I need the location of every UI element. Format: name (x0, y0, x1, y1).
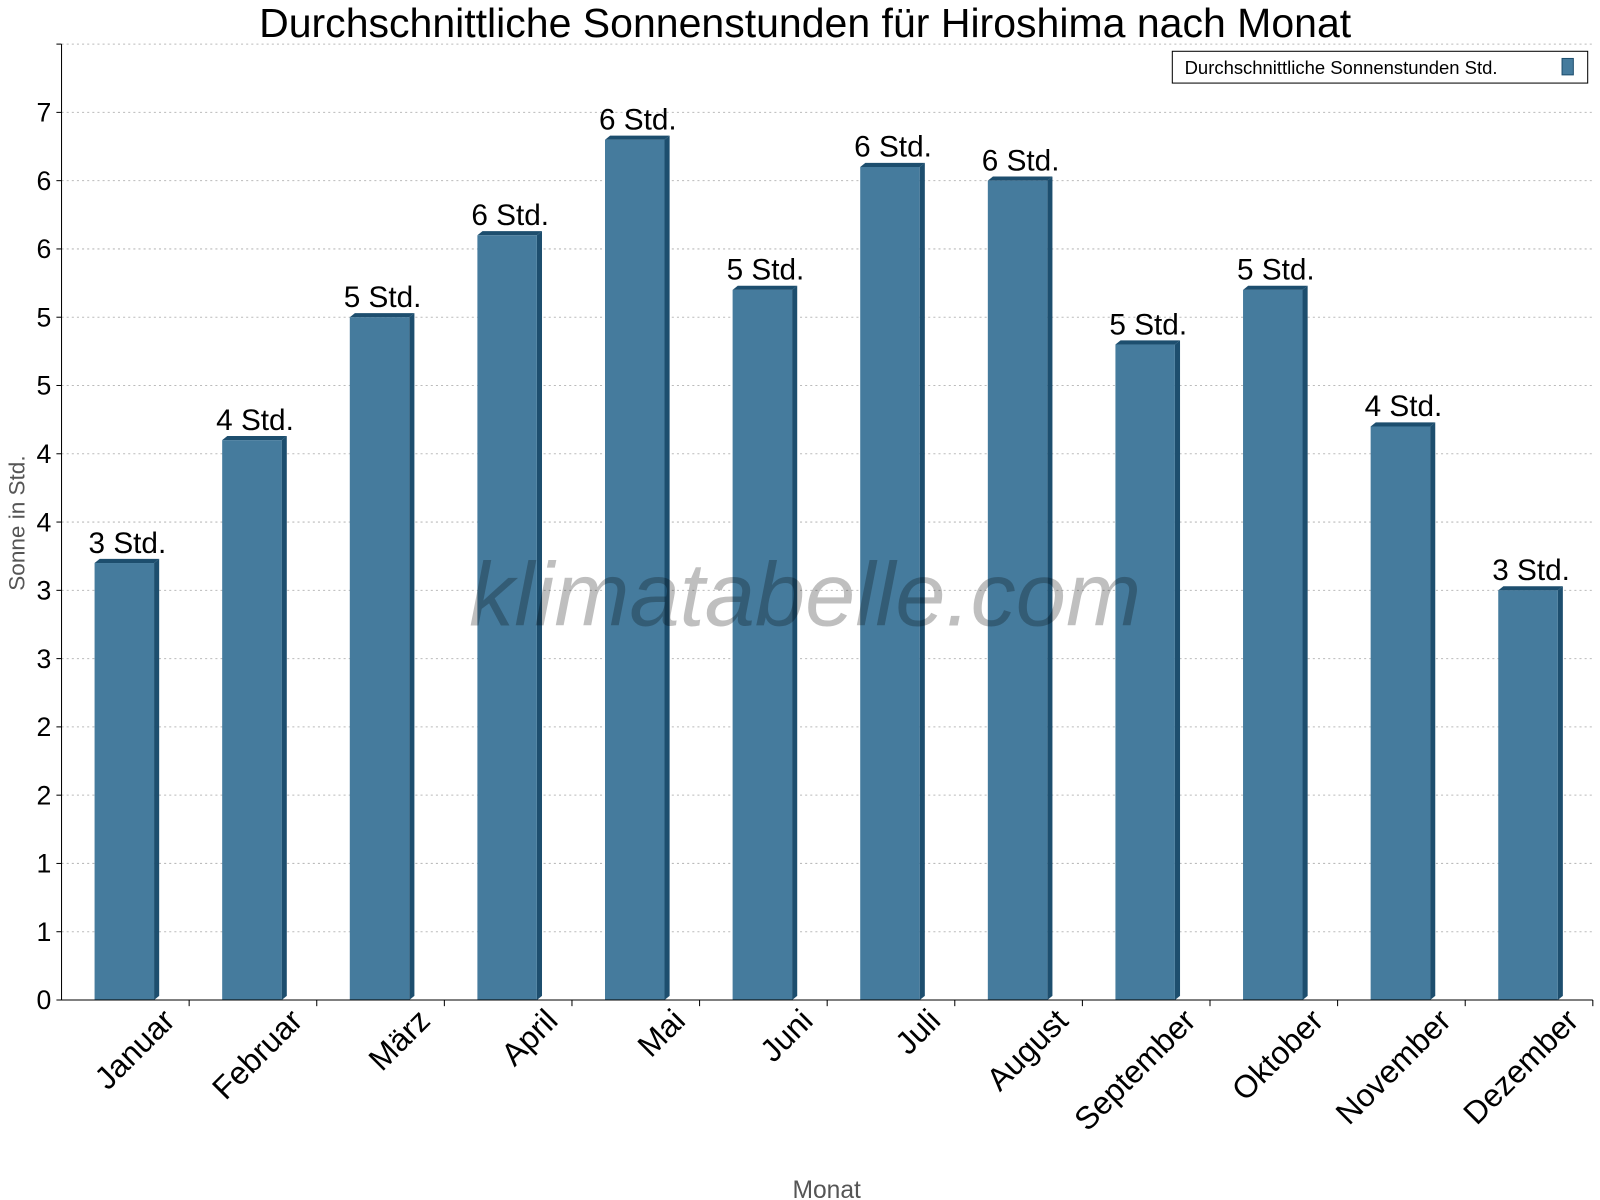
bar-top (860, 162, 925, 168)
x-tick-label: Juni (753, 1002, 820, 1069)
bar-side (1047, 176, 1053, 1001)
data-label: 6 Std. (854, 131, 932, 164)
data-label: 5 Std. (727, 254, 805, 287)
bar-side (281, 436, 287, 1000)
y-tick-label: 2 (36, 712, 51, 742)
bar (1370, 426, 1431, 1000)
data-label: 4 Std. (216, 404, 294, 437)
bar-side (919, 162, 925, 1000)
x-tick-label: April (494, 1002, 564, 1072)
x-tick-label: Januar (87, 1002, 181, 1096)
data-label: 4 Std. (1365, 390, 1443, 423)
bar-top (1370, 422, 1436, 427)
y-tick-label: 1 (36, 849, 51, 879)
bar (94, 563, 155, 1000)
bar-top (605, 135, 670, 140)
x-tick-label: Dezember (1456, 1002, 1585, 1131)
bar-top (1115, 340, 1181, 345)
bar-side (1557, 586, 1563, 1000)
x-tick-label: März (361, 1002, 436, 1077)
bar-side (536, 231, 543, 1001)
bar-side (1174, 340, 1181, 1000)
data-label: 3 Std. (1492, 554, 1570, 587)
x-tick-label: Mai (630, 1002, 692, 1064)
x-tick-label: Oktober (1225, 1002, 1331, 1108)
legend: Durchschnittliche Sonnenstunden Std. (1171, 50, 1589, 84)
bar-side (409, 313, 415, 1001)
bar-top (732, 285, 798, 290)
bar-side (792, 285, 798, 1000)
data-label: 3 Std. (89, 527, 167, 560)
bar (987, 180, 1048, 1001)
bar-top (477, 231, 543, 236)
bar-side (1430, 422, 1436, 1000)
x-tick-label: Juli (888, 1002, 947, 1061)
bar-top (222, 436, 287, 441)
watermark: klimatabelle.com (469, 545, 1141, 646)
x-tick-label: Februar (205, 1002, 309, 1106)
y-tick-label: 0 (36, 985, 51, 1015)
bar (732, 289, 793, 1000)
chart-title: Durchschnittliche Sonnenstunden für Hiro… (259, 0, 1352, 46)
grid (61, 43, 1593, 933)
bar (860, 167, 920, 1000)
x-tick-label: August (979, 1002, 1075, 1098)
y-tick-label: 4 (36, 507, 51, 537)
y-tick-label: 5 (36, 302, 51, 332)
y-tick-label: 2 (36, 780, 51, 810)
bar (349, 317, 410, 1001)
data-label: 5 Std. (1109, 308, 1187, 341)
bar-top (1243, 285, 1308, 290)
bar (1115, 344, 1175, 1000)
data-label: 5 Std. (344, 281, 422, 314)
legend-swatch (1561, 57, 1574, 76)
legend-label: Durchschnittliche Sonnenstunden Std. (1185, 57, 1498, 78)
y-tick-label: 7 (36, 98, 51, 128)
y-tick-label: 4 (36, 439, 51, 469)
x-tick-label: November (1329, 1002, 1458, 1131)
bars: 3 Std. 4 Std. 5 Std. 6 Std. 6 Std. 5 Std. 6 St… (89, 103, 1570, 1001)
y-tick-label: 1 (36, 917, 51, 947)
y-axis-label: Sonne in Std. (5, 455, 30, 590)
bar-top (1498, 586, 1563, 591)
bar-side (664, 135, 670, 1001)
bar-top (349, 313, 415, 318)
bar (605, 139, 665, 1000)
data-label: 6 Std. (982, 144, 1060, 177)
bar-top (987, 176, 1053, 181)
bar-side (1302, 285, 1308, 1000)
bar-top (94, 558, 160, 564)
y-tick-label: 6 (36, 166, 51, 196)
data-label: 5 Std. (1237, 254, 1315, 287)
y-tick-label: 3 (36, 576, 51, 606)
bar (1498, 590, 1558, 1000)
x-tick-label: September (1067, 1002, 1203, 1138)
bar-side (154, 558, 160, 1000)
data-label: 6 Std. (471, 199, 549, 232)
bar (477, 235, 537, 1000)
data-label: 6 Std. (599, 103, 677, 136)
bar (1243, 289, 1303, 1000)
x-axis-label: Monat (792, 1177, 861, 1200)
y-tick-label: 6 (36, 234, 51, 264)
bar (222, 440, 282, 1001)
y-tick-label: 3 (36, 644, 51, 674)
y-tick-label: 5 (36, 371, 51, 401)
